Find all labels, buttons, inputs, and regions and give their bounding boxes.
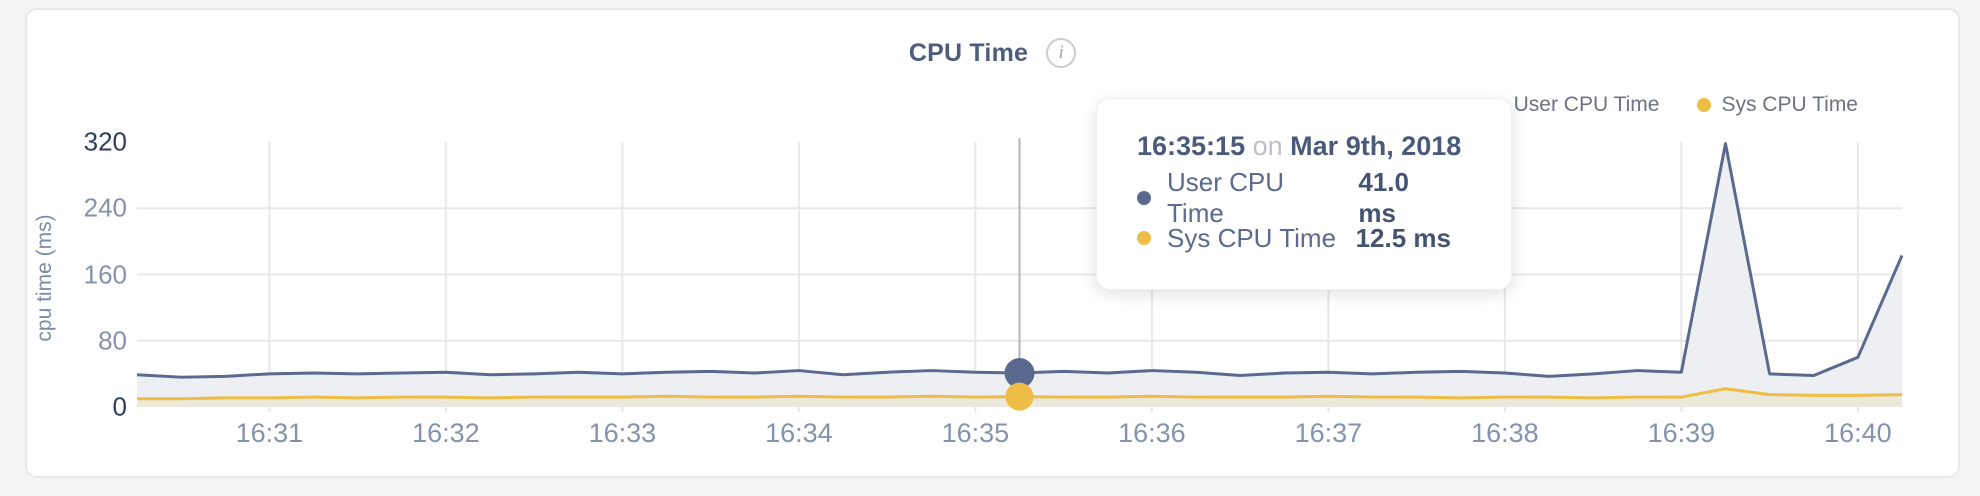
x-tick-label: 16:38 — [1471, 418, 1539, 448]
y-axis-label: cpu time (ms) — [33, 214, 56, 342]
x-tick-label: 16:40 — [1824, 418, 1892, 448]
tooltip-row-user: User CPU Time 41.0 ms — [1137, 167, 1471, 228]
x-tick-label: 16:31 — [235, 418, 304, 448]
tooltip-date: Mar 9th, 2018 — [1290, 131, 1462, 161]
chart-tooltip: 16:35:15 on Mar 9th, 2018 User CPU Time … — [1096, 98, 1512, 290]
tooltip-on-word: on — [1252, 131, 1283, 161]
x-tick-label: 16:39 — [1647, 418, 1716, 448]
tooltip-header: 16:35:15 on Mar 9th, 2018 — [1137, 131, 1471, 162]
x-tick-label: 16:35 — [941, 418, 1010, 448]
legend-label: User CPU Time — [1513, 93, 1660, 116]
y-tick-label: 0 — [112, 391, 127, 422]
legend-dot-icon — [1697, 98, 1712, 112]
tooltip-row-sys: Sys CPU Time 12.5 ms — [1137, 218, 1471, 258]
y-tick-label: 160 — [83, 259, 127, 289]
tooltip-time: 16:35:15 — [1137, 131, 1246, 161]
area-fill — [137, 143, 1902, 407]
legend-item-sys-cpu-time[interactable]: Sys CPU Time — [1697, 93, 1858, 117]
hover-marker-dot — [1004, 358, 1035, 389]
y-tick-label: 320 — [83, 126, 127, 157]
cpu-time-line-chart[interactable] — [136, 138, 1904, 412]
info-icon[interactable]: i — [1046, 38, 1077, 68]
user-series-dot-icon — [1137, 191, 1151, 205]
x-tick-label: 16:36 — [1118, 418, 1186, 448]
y-tick-label: 80 — [98, 325, 127, 356]
tooltip-user-value: 41.0 ms — [1358, 167, 1409, 228]
plot-area[interactable] — [136, 138, 1904, 412]
x-tick-label: 16:37 — [1294, 418, 1363, 448]
cpu-time-chart-card: CPU Time i User CPU Time Sys CPU Time cpu… — [25, 8, 1960, 478]
tooltip-user-label: User CPU Time — [1167, 167, 1285, 228]
tooltip-sys-value: 12.5 ms — [1355, 222, 1451, 253]
hover-marker-dot — [1005, 382, 1034, 411]
chart-legend: User CPU Time Sys CPU Time — [1489, 93, 1858, 117]
chart-title: CPU Time — [908, 38, 1029, 67]
sys-series-dot-icon — [1137, 231, 1151, 245]
tooltip-sys-label: Sys CPU Time — [1167, 222, 1337, 253]
x-tick-label: 16:32 — [412, 418, 480, 448]
x-tick-label: 16:33 — [588, 418, 657, 448]
legend-item-user-cpu-time[interactable]: User CPU Time — [1489, 93, 1660, 117]
legend-label: Sys CPU Time — [1721, 93, 1858, 116]
x-tick-label: 16:34 — [765, 418, 833, 448]
chart-header: CPU Time i — [27, 38, 1958, 68]
y-tick-label: 240 — [83, 192, 127, 223]
